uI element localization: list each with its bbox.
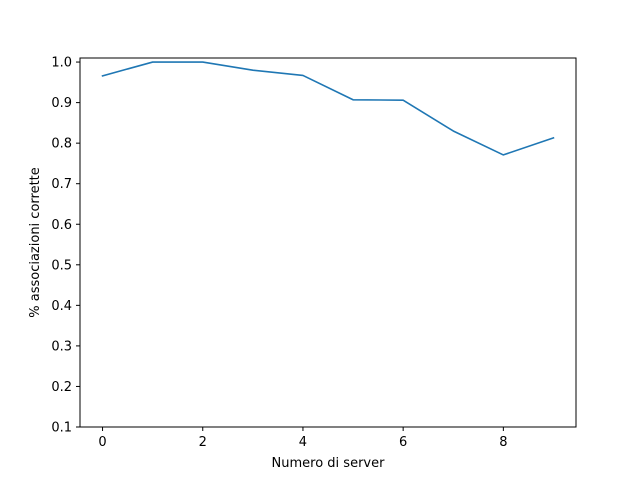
y-axis-ticks: 0.1 0.2 0.3 0.4 0.5 0.6 0.7 0.8 0.9 1.0 xyxy=(51,56,80,436)
x-tick-label: 0 xyxy=(98,435,106,450)
x-axis-label: Numero di server xyxy=(272,456,386,471)
y-tick-label: 0.7 xyxy=(51,177,72,192)
y-tick-label: 0.5 xyxy=(51,258,72,273)
x-tick-label: 2 xyxy=(199,435,207,450)
series-line xyxy=(101,61,555,156)
y-tick-label: 0.4 xyxy=(51,299,72,314)
y-tick-label: 0.9 xyxy=(51,96,72,111)
y-tick-label: 0.1 xyxy=(51,421,72,436)
x-axis-ticks: 0 2 4 6 8 xyxy=(98,427,507,450)
y-axis-label: % associazioni corrette xyxy=(28,167,43,318)
y-tick-label: 0.8 xyxy=(51,137,72,152)
y-tick-label: 0.6 xyxy=(51,218,72,233)
plot-area xyxy=(101,61,555,156)
axes-frame xyxy=(79,57,577,428)
y-tick-label: 0.2 xyxy=(51,380,72,395)
x-tick-label: 8 xyxy=(499,435,507,450)
y-tick-label: 0.3 xyxy=(51,339,72,354)
x-tick-label: 6 xyxy=(399,435,407,450)
y-tick-label: 1.0 xyxy=(51,56,72,71)
x-tick-label: 4 xyxy=(299,435,307,450)
